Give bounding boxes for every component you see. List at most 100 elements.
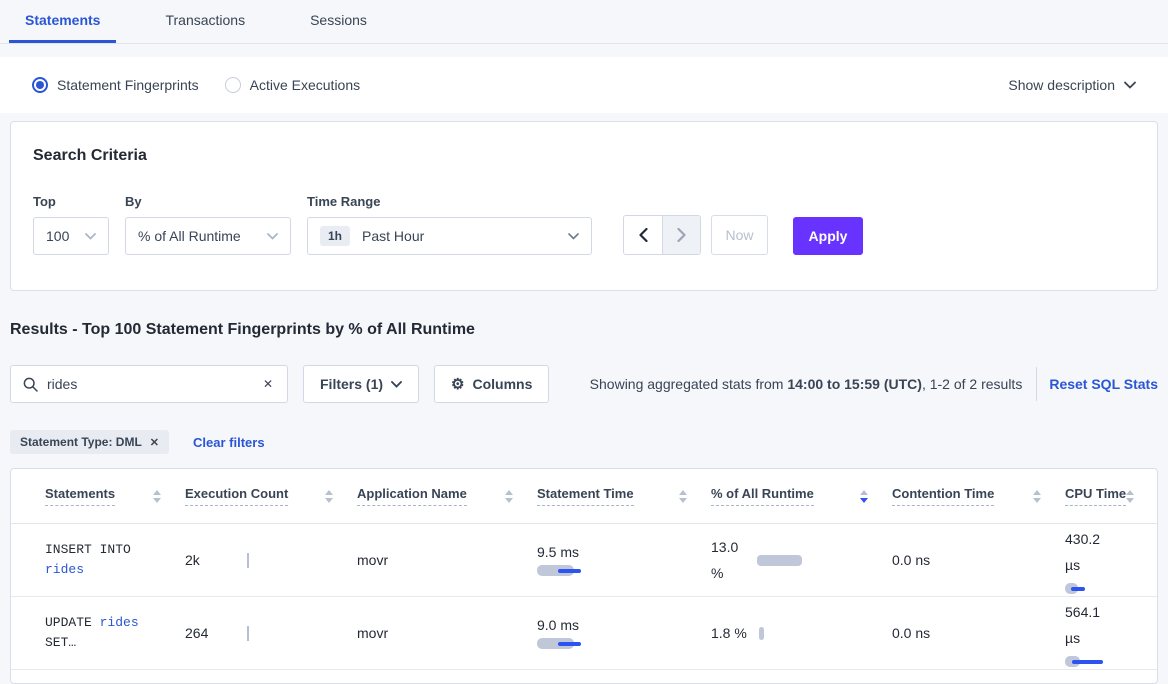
radio-active-executions[interactable]: Active Executions [224,77,361,93]
filters-button[interactable]: Filters (1) [303,365,420,403]
bar-stddev [558,568,581,573]
sort-icon[interactable] [325,489,333,503]
column-label[interactable]: % of All Runtime [711,486,814,506]
statement-search-box: ✕ [10,365,288,403]
by-select[interactable]: % of All Runtime [125,217,291,255]
show-description-toggle[interactable]: Show description [1008,77,1136,93]
chevron-down-icon [391,380,402,388]
filter-pills-row: Statement Type: DML ✕ Clear filters [10,430,1158,454]
table-row: INSERT INTO rides 2k movr 9.5 ms 13.0 % … [11,524,1157,597]
execution-count-bar [247,625,249,641]
statements-table: Statements Execution Count Application N… [10,468,1158,684]
search-input[interactable] [47,376,261,392]
view-toggle-bar: Statement Fingerprints Active Executions… [0,57,1168,113]
column-label[interactable]: CPU Time [1065,486,1127,506]
cpu-time-value: 430.2 µs [1065,531,1101,573]
show-description-label: Show description [1008,77,1115,93]
by-label: By [125,194,142,209]
time-next-button[interactable] [662,216,700,254]
chevron-right-icon [677,228,686,242]
column-header-pct-of-all-runtime[interactable]: % of All Runtime [711,486,892,506]
search-icon [23,377,38,392]
tab-statements[interactable]: Statements [9,0,117,43]
columns-button-label: Columns [472,376,533,392]
clear-filters-link[interactable]: Clear filters [193,434,265,450]
time-range-field: Time Range 1h Past Hour [307,194,592,255]
statement-text: UPDATE [45,615,100,630]
top-select[interactable]: 100 [33,217,109,255]
pct-of-all-runtime-cell: 13.0 % [711,534,892,586]
sort-icon[interactable] [679,489,687,503]
column-header-statements[interactable]: Statements [45,486,185,506]
filter-pill-statement-type[interactable]: Statement Type: DML ✕ [10,430,170,454]
pct-bar [758,626,764,640]
cpu-time-cell: 430.2 µs [1065,526,1157,594]
column-label[interactable]: Contention Time [892,486,995,506]
pct-of-all-runtime-cell: 1.8 % [711,625,892,641]
time-range-label: Time Range [307,194,381,209]
column-header-statement-time[interactable]: Statement Time [537,486,711,506]
pct-value: 1.8 % [711,625,747,641]
pct-bar [757,554,802,566]
column-header-cpu-time[interactable]: CPU Time [1065,486,1157,506]
statement-time-value: 9.0 ms [537,617,580,633]
remove-filter-icon[interactable]: ✕ [149,436,160,449]
column-label[interactable]: Execution Count [185,486,289,506]
statement-time-value: 9.5 ms [537,544,580,560]
apply-button[interactable]: Apply [793,217,863,255]
stats-suffix: , 1-2 of 2 results [921,376,1023,392]
tab-transactions[interactable]: Transactions [165,12,246,28]
columns-button[interactable]: ⚙ Columns [434,365,550,403]
column-header-contention-time[interactable]: Contention Time [892,486,1065,506]
vertical-divider [1036,367,1038,401]
sort-icon[interactable] [1126,489,1135,503]
time-range-select[interactable]: 1h Past Hour [307,217,592,255]
results-controls-row: ✕ Filters (1) ⚙ Columns Showing aggregat… [10,365,1158,403]
statement-time-cell: 9.0 ms [537,617,711,649]
by-select-value: % of All Runtime [138,228,241,244]
column-header-execution-count[interactable]: Execution Count [185,486,357,506]
time-nav-group [623,215,701,255]
column-label[interactable]: Statements [45,486,116,506]
page-tabbar: Statements Transactions Sessions [0,0,1168,44]
application-name-cell: movr [357,552,389,568]
pct-value: 13.0 % [711,539,739,581]
now-button[interactable]: Now [711,215,768,255]
tab-sessions[interactable]: Sessions [310,12,367,28]
reset-sql-stats-link[interactable]: Reset SQL Stats [1049,376,1158,392]
gear-icon: ⚙ [451,375,465,393]
radio-active-executions-label: Active Executions [249,77,361,93]
stats-range: 14:00 to 15:59 (UTC) [787,376,922,392]
clear-search-icon[interactable]: ✕ [262,377,273,391]
sort-icon-active-desc[interactable] [860,489,868,503]
time-range-value: Past Hour [362,228,425,244]
statement-fingerprint-link[interactable]: UPDATE rides SET… [45,613,165,653]
statement-time-bar [537,638,587,649]
time-prev-button[interactable] [624,216,662,254]
column-label[interactable]: Application Name [357,486,467,506]
statement-text: INSERT INTO [45,542,131,557]
aggregated-stats-text: Showing aggregated stats from 14:00 to 1… [590,376,1023,392]
radio-statement-fingerprints[interactable]: Statement Fingerprints [32,77,199,93]
time-range-badge: 1h [320,226,351,246]
cpu-time-bar [1065,583,1095,594]
search-criteria-panel: Search Criteria Top 100 By % of All Runt… [10,121,1158,291]
top-select-value: 100 [46,228,70,244]
sort-icon[interactable] [505,489,513,503]
cpu-time-cell: 564.1 µs [1065,599,1157,667]
stats-prefix: Showing aggregated stats from [589,376,788,392]
statement-fingerprint-link[interactable]: INSERT INTO rides [45,540,165,580]
column-label[interactable]: Statement Time [537,486,634,506]
sort-icon[interactable] [153,489,161,503]
results-heading: Results - Top 100 Statement Fingerprints… [10,321,475,338]
table-header-row: Statements Execution Count Application N… [11,469,1157,524]
radio-selected-icon [32,77,48,93]
bar-mean [537,565,574,576]
statement-table-link[interactable]: rides [99,615,139,630]
sort-icon[interactable] [1033,489,1041,503]
cpu-time-bar [1065,656,1107,667]
statement-table-link[interactable]: rides [45,562,85,577]
column-header-application-name[interactable]: Application Name [357,486,537,506]
radio-statement-fingerprints-label: Statement Fingerprints [57,77,199,93]
chevron-left-icon [638,228,648,242]
